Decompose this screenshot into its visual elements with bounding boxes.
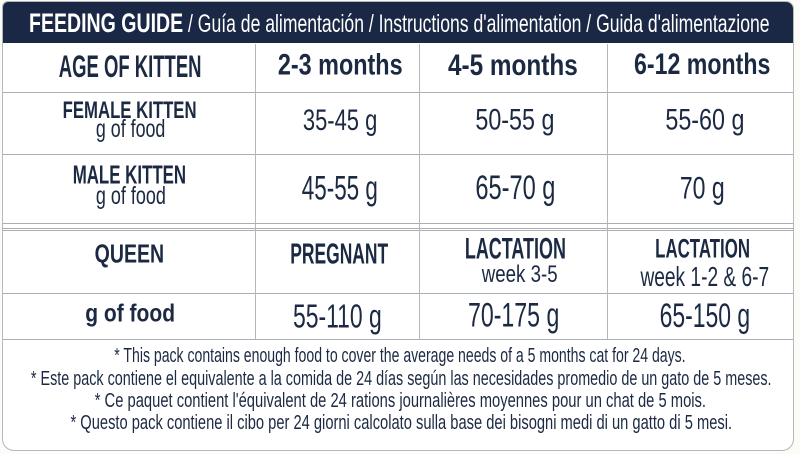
g-of-food-label: g of food <box>84 299 175 328</box>
footnote-es: * Este pack contiene el equivalente a la… <box>30 366 772 390</box>
feeding-guide-title: FEEDING GUIDE <box>29 8 184 39</box>
week-3-5-label: week 3-5 <box>481 260 558 288</box>
week-1-2-6-7-label: week 1-2 & 6-7 <box>640 260 769 292</box>
female-g-of-food-label: g of food <box>96 116 166 144</box>
age-of-kitten-header-label: AGE OF KITTEN <box>59 48 202 85</box>
value-queen-lactation-3-5: 70-175 g <box>467 296 560 335</box>
separator-spacer <box>420 224 608 231</box>
feeding-table: AGE OF KITTEN 2-3 months 4-5 months 6-12… <box>3 44 793 340</box>
value-male-2-3-months: 45-55 g <box>301 169 378 208</box>
cell-female-2-3-months: 35-45 g <box>256 93 420 155</box>
cell-queen-lactation1-amount: 70-175 g <box>420 294 608 340</box>
cell-queen-lactation-week-1-2-6-7: LACTATION week 1-2 & 6-7 <box>608 231 793 294</box>
row-label-female-kitten: FEMALE KITTEN g of food <box>3 93 256 155</box>
footnotes: * This pack contains enough food to cove… <box>3 340 793 450</box>
column-header-2-3-months: 2-3 months <box>256 44 420 93</box>
feeding-guide-subtitle: / Guía de alimentación / Instructions d'… <box>188 11 770 39</box>
cell-female-6-12-months: 55-60 g <box>608 93 793 155</box>
column-header-4-5-months: 4-5 months <box>420 44 608 93</box>
column-header-6-12-months: 6-12 months <box>608 44 793 93</box>
header-band: FEEDING GUIDE / Guía de alimentación / In… <box>3 2 793 43</box>
value-male-6-12-months: 70 g <box>679 169 725 206</box>
column-header-age-of-kitten: AGE OF KITTEN <box>3 44 256 93</box>
value-female-2-3-months: 35-45 g <box>302 103 377 137</box>
footnote-fr: * Ce paquet contient l'équivalent de 24 … <box>94 388 706 412</box>
female-kitten-label: FEMALE KITTEN <box>62 96 197 124</box>
cell-queen-pregnant-amount: 55-110 g <box>256 294 420 340</box>
footnote-it: * Questo pack contiene il cibo per 24 gi… <box>70 411 732 435</box>
footnote-en: * This pack contains enough food to cove… <box>114 344 686 368</box>
cell-male-6-12-months: 70 g <box>608 155 793 224</box>
value-queen-lactation-1-2-6-7: 65-150 g <box>659 297 751 336</box>
cell-male-2-3-months: 45-55 g <box>256 155 420 224</box>
cell-queen-pregnant: PREGNANT <box>256 231 420 294</box>
separator-spacer <box>3 224 256 231</box>
value-female-6-12-months: 55-60 g <box>664 103 745 137</box>
value-female-4-5-months: 50-55 g <box>474 103 555 137</box>
male-g-of-food-label: g of food <box>95 182 166 211</box>
male-kitten-label: MALE KITTEN <box>72 161 186 190</box>
value-queen-pregnant: 55-110 g <box>293 298 383 336</box>
separator-spacer <box>608 224 793 231</box>
row-label-male-kitten: MALE KITTEN g of food <box>3 155 256 224</box>
lactation-week-3-5-label: LACTATION <box>464 232 566 266</box>
cell-male-4-5-months: 65-70 g <box>420 155 608 224</box>
cell-queen-lactation2-amount: 65-150 g <box>608 294 793 340</box>
pregnant-label: PREGNANT <box>290 238 389 271</box>
cell-queen-lactation-week-3-5: LACTATION week 3-5 <box>420 231 608 294</box>
lactation-week-1-2-6-7-label: LACTATION <box>654 233 750 264</box>
months-6-12-header-label: 6-12 months <box>633 48 770 82</box>
separator-spacer <box>256 224 420 231</box>
months-2-3-header-label: 2-3 months <box>277 48 403 82</box>
value-male-4-5-months: 65-70 g <box>475 168 556 207</box>
cell-female-4-5-months: 50-55 g <box>420 93 608 155</box>
queen-label: QUEEN <box>94 240 165 269</box>
row-label-g-of-food: g of food <box>3 294 256 340</box>
row-label-queen: QUEEN <box>3 231 256 294</box>
months-4-5-header-label: 4-5 months <box>448 48 578 82</box>
separator-rule <box>3 228 793 229</box>
